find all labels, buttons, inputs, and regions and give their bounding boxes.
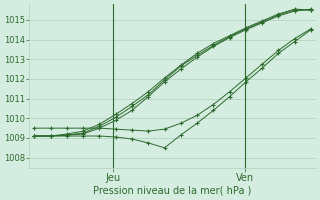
X-axis label: Pression niveau de la mer( hPa ): Pression niveau de la mer( hPa )	[93, 186, 252, 196]
